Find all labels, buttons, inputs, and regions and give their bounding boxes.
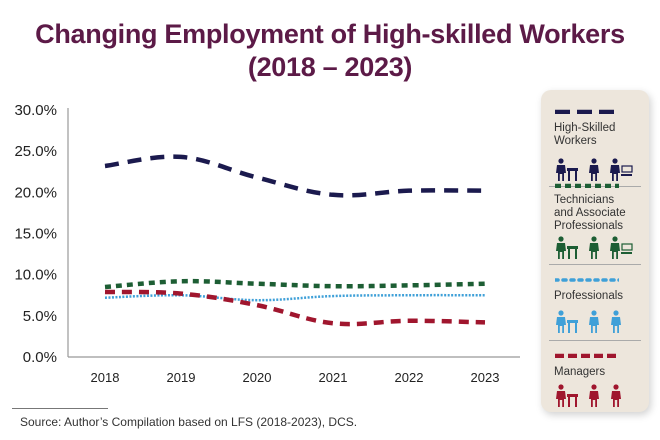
legend-label-line: High-Skilled	[554, 122, 616, 134]
series-line	[104, 154, 486, 198]
series-line	[104, 278, 486, 290]
source-note: Source: Author’s Compilation based on LF…	[20, 415, 358, 429]
x-tick-label: 2022	[395, 370, 424, 385]
chart-title-line1: Changing Employment of High-skilled Work…	[35, 19, 625, 49]
x-tick-label: 2021	[319, 370, 348, 385]
y-tick-label: 15.0%	[14, 226, 57, 243]
x-axis-ticks: 2018 2019 2020 2021 2022 2023	[91, 370, 500, 385]
manager-suit-icon	[611, 384, 621, 407]
series-managers	[104, 289, 486, 327]
legend-icons	[555, 384, 623, 408]
legend-icons	[555, 236, 633, 260]
line-chart: 0.0%5.0%10.0%15.0%20.0%25.0%30.0% 2018 20…	[14, 102, 520, 385]
y-axis-ticks: 0.0% 5.0% 10.0% 15.0% 20.0% 25.0% 30.0%	[14, 102, 57, 366]
legend-swatch	[555, 278, 619, 282]
doctor-icon	[589, 158, 599, 181]
legend-icons	[555, 158, 633, 182]
legend-swatch	[555, 109, 619, 114]
legend-label-line: Managers	[554, 366, 606, 378]
x-tick-label: 2019	[167, 370, 196, 385]
legend-label: High-Skilled Workers	[554, 122, 615, 148]
legend-label-line: and Associate	[554, 207, 626, 219]
y-tick-label: 25.0%	[14, 143, 57, 160]
legend-swatch	[555, 183, 619, 188]
chart-title: Changing Employment of High-skilled Work…	[0, 18, 660, 84]
x-tick-label: 2020	[243, 370, 272, 385]
presenter-icon	[610, 236, 633, 259]
professional-man-icon	[556, 310, 578, 333]
y-tick-label: 30.0%	[14, 102, 57, 119]
engineer-icon	[589, 236, 599, 259]
field-technician-icon	[556, 236, 578, 259]
patient-care-icon	[610, 158, 633, 181]
legend-label: Technicians and Associate Professionals	[554, 194, 626, 233]
teacher-icon	[556, 158, 578, 181]
legend-divider	[549, 340, 641, 341]
series-line	[104, 293, 486, 302]
manager-clipboard-icon	[589, 384, 599, 407]
legend-label-line: Technicians	[554, 194, 615, 206]
series-professionals	[104, 293, 486, 302]
y-tick-label: 10.0%	[14, 267, 57, 284]
legend-label-line: Professionals	[554, 290, 624, 302]
y-tick-label: 20.0%	[14, 184, 57, 201]
y-tick-label: 5.0%	[23, 308, 57, 325]
legend-divider	[549, 264, 641, 265]
chart-title-line2: (2018 – 2023)	[247, 52, 413, 82]
legend: High-Skilled Workers Technicians and Associ…	[541, 90, 649, 412]
legend-label-line: Workers	[554, 135, 597, 147]
series-line	[104, 289, 486, 327]
y-tick-label: 0.0%	[23, 349, 57, 366]
legend-swatch	[555, 353, 619, 358]
factory-manager-icon	[556, 384, 578, 407]
professional-waving-icon	[589, 310, 599, 333]
professional-woman-icon	[611, 310, 621, 333]
legend-label: Professionals	[554, 290, 623, 303]
series-high-skilled-workers	[104, 154, 486, 198]
x-tick-label: 2018	[91, 370, 120, 385]
series-technicians-and-associate-professionals	[104, 278, 486, 290]
legend-label-line: Professionals	[554, 220, 624, 232]
source-divider	[12, 408, 108, 409]
legend-label: Managers	[554, 366, 605, 379]
legend-icons	[555, 310, 623, 334]
x-tick-label: 2023	[471, 370, 500, 385]
